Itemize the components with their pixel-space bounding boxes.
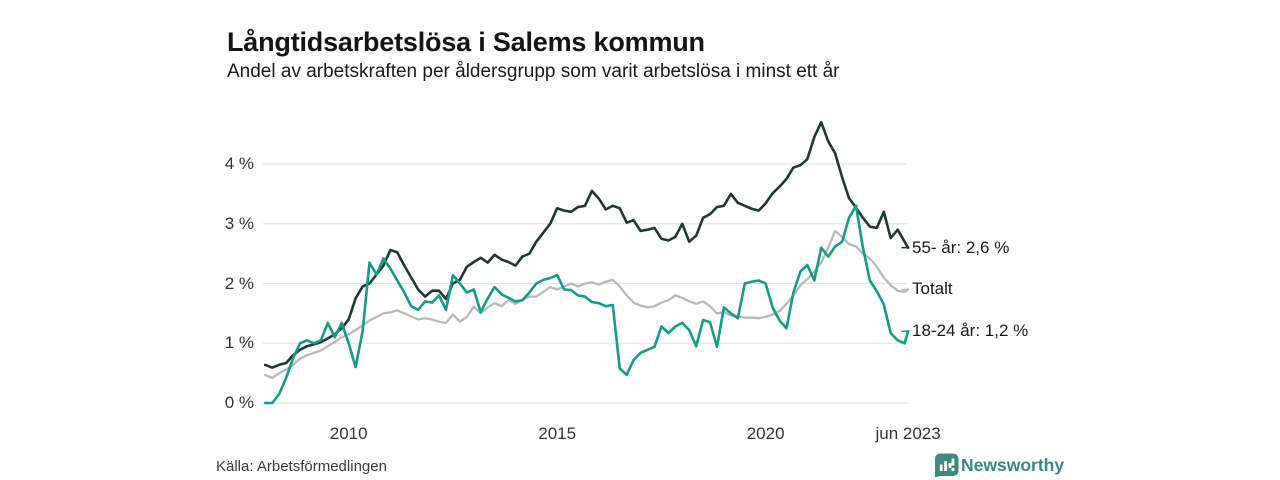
- x-tick-label: 2010: [329, 424, 368, 443]
- y-tick-label: 4 %: [224, 154, 254, 173]
- source-note: Källa: Arbetsförmedlingen: [216, 458, 387, 475]
- y-tick-label: 2 %: [224, 273, 254, 293]
- series-lines: [263, 120, 910, 405]
- brand-name: Newsworthy: [961, 455, 1065, 475]
- series-line-Totalt: [264, 229, 910, 380]
- y-tick-label: 3 %: [224, 213, 254, 233]
- page-subtitle: Andel av arbetskraften per åldersgrupp s…: [227, 61, 840, 82]
- legend-label-18-24-r: 18-24 år: 1,2 %: [912, 321, 1029, 341]
- gridlines: [263, 163, 907, 404]
- x-tick-label: jun 2023: [875, 424, 941, 443]
- y-tick-label: 1 %: [224, 333, 254, 353]
- legend-label-55-r: 55- år: 2,6 %: [912, 237, 1010, 257]
- legend-label-Totalt: Totalt: [912, 279, 953, 299]
- page-title: Långtidsarbetslösa i Salems kommun: [227, 27, 705, 58]
- legend-leader-dashes: [901, 246, 909, 333]
- series-line-55-r: [263, 120, 910, 370]
- x-tick-label: 2015: [538, 424, 577, 443]
- bar-chart-speech-bubble-icon: [935, 453, 959, 478]
- series-line-18-24-r: [263, 204, 910, 405]
- x-tick-label: 2020: [746, 424, 785, 443]
- y-tick-label: 0 %: [224, 393, 254, 412]
